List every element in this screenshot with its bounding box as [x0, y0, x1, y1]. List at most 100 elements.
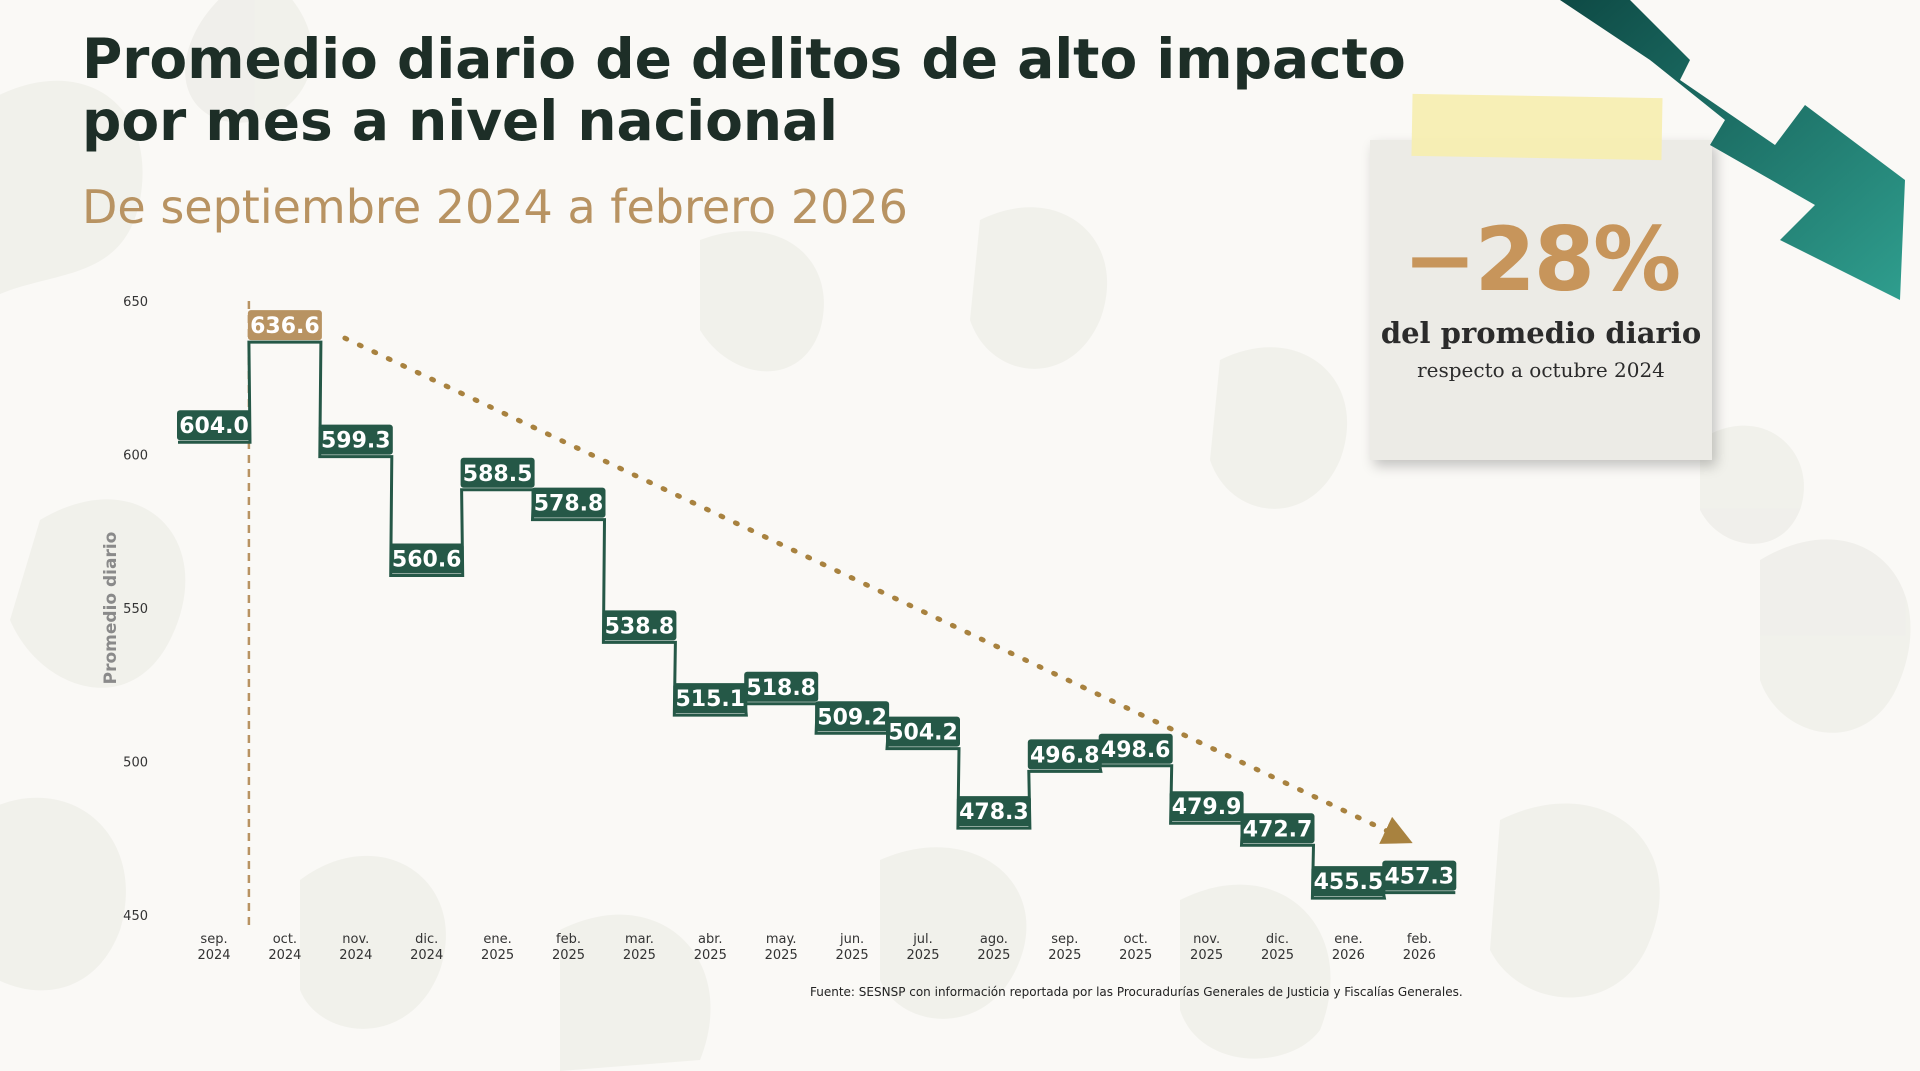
x-tick-year: 2024: [268, 948, 301, 963]
title-line-1: Promedio diario de delitos de alto impac…: [82, 27, 1406, 91]
source-note: Fuente: SESNSP con información reportada…: [810, 985, 1463, 999]
y-tick-label: 500: [123, 756, 148, 771]
value-label-box: [531, 487, 606, 518]
highlight-line-2: respecto a octubre 2024: [1417, 358, 1665, 382]
x-tick-month: may.: [766, 932, 797, 947]
x-tick-year: 2025: [694, 948, 727, 963]
x-tick-year: 2025: [977, 948, 1010, 963]
x-tick-year: 2026: [1403, 948, 1436, 963]
x-tick-year: 2024: [197, 948, 230, 963]
value-label-box: [1240, 813, 1315, 844]
trend-arrow: [342, 335, 1413, 844]
x-tick-year: 2024: [410, 948, 443, 963]
value-label: 478.3: [959, 800, 1029, 825]
data-point: 496.8: [1027, 739, 1102, 770]
value-label-box: [247, 310, 322, 341]
value-label: 599.3: [321, 429, 391, 454]
x-tick-year: 2025: [906, 948, 939, 963]
value-label: 604.0: [179, 414, 249, 439]
down-arrow-icon: [1560, 0, 1905, 300]
data-point: 518.8: [744, 671, 819, 702]
x-tick-year: 2025: [481, 948, 514, 963]
data-point: 560.6: [389, 543, 464, 574]
x-tick-month: feb.: [556, 932, 581, 947]
data-point: 457.3: [1382, 860, 1457, 891]
value-label: 578.8: [534, 492, 604, 517]
value-label: 496.8: [1030, 743, 1100, 768]
value-label: 457.3: [1385, 865, 1455, 890]
value-label-box: [886, 716, 960, 747]
value-label: 509.2: [817, 705, 887, 730]
value-label-box: [815, 701, 890, 732]
x-tick-year: 2025: [836, 948, 869, 963]
x-tick-year: 2024: [339, 948, 372, 963]
value-label-box: [1098, 733, 1173, 764]
x-tick-month: ago.: [980, 932, 1008, 947]
x-tick-year: 2025: [1048, 948, 1081, 963]
value-label: 504.2: [888, 721, 958, 746]
value-label-box: [389, 543, 464, 574]
data-point: 478.3: [956, 796, 1031, 827]
x-tick-year: 2025: [1190, 948, 1223, 963]
x-tick-month: oct.: [273, 932, 297, 947]
data-point: 578.8: [531, 487, 606, 518]
x-tick-month: ene.: [483, 932, 511, 947]
y-tick-label: 650: [123, 295, 148, 310]
x-tick-year: 2025: [1261, 948, 1294, 963]
data-point: 498.6: [1098, 733, 1173, 764]
title-line-2: por mes a nivel nacional: [82, 89, 838, 153]
x-tick-year: 2026: [1332, 948, 1365, 963]
x-tick-month: feb.: [1407, 932, 1432, 947]
x-tick-month: jun.: [839, 932, 864, 947]
x-tick-month: abr.: [698, 932, 723, 947]
x-tick-month: sep.: [200, 932, 227, 947]
x-tick-year: 2025: [765, 948, 798, 963]
data-point: 604.0: [177, 410, 251, 441]
x-tick-month: mar.: [625, 932, 654, 947]
data-point: 472.7: [1240, 813, 1315, 844]
value-label: 455.5: [1314, 870, 1384, 895]
value-label: 498.6: [1101, 738, 1171, 763]
value-label: 588.5: [463, 462, 533, 487]
x-tick-month: dic.: [1266, 932, 1289, 947]
value-label-box: [1169, 791, 1244, 822]
value-label: 515.1: [676, 687, 746, 712]
y-axis-title: Promedio diario: [101, 532, 121, 685]
value-label-box: [956, 796, 1031, 827]
value-label-box: [177, 410, 251, 441]
value-label: 636.6: [250, 314, 320, 339]
value-label: 472.7: [1243, 817, 1313, 842]
highlight-card: −28% del promedio diario respecto a octu…: [1370, 140, 1712, 460]
data-point: 509.2: [815, 701, 890, 732]
page-title: Promedio diario de delitos de alto impac…: [82, 28, 1406, 152]
data-point: 599.3: [318, 424, 393, 455]
data-point: 588.5: [460, 457, 535, 488]
value-label: 538.8: [605, 614, 675, 639]
data-point: 479.9: [1169, 791, 1244, 822]
value-label-box: [1311, 866, 1386, 897]
x-tick-month: sep.: [1051, 932, 1078, 947]
y-tick-label: 600: [123, 449, 148, 464]
x-tick-month: dic.: [415, 932, 438, 947]
value-label-box: [460, 457, 535, 488]
value-label: 479.9: [1172, 795, 1242, 820]
value-label-box: [744, 671, 819, 702]
x-tick-year: 2025: [552, 948, 585, 963]
x-tick-year: 2025: [1119, 948, 1152, 963]
x-tick-month: nov.: [342, 932, 369, 947]
value-label-box: [1027, 739, 1102, 770]
value-label-box: [318, 424, 393, 455]
y-tick-label: 550: [123, 602, 148, 617]
value-label: 560.6: [392, 547, 462, 572]
x-tick-month: ene.: [1334, 932, 1362, 947]
page-subtitle: De septiembre 2024 a febrero 2026: [82, 180, 908, 234]
value-label-box: [1382, 860, 1457, 891]
data-point: 636.6: [247, 310, 322, 341]
value-label-box: [602, 610, 677, 641]
x-tick-month: nov.: [1193, 932, 1220, 947]
x-tick-year: 2025: [623, 948, 656, 963]
x-tick-month: oct.: [1124, 932, 1148, 947]
y-tick-label: 450: [123, 909, 148, 924]
